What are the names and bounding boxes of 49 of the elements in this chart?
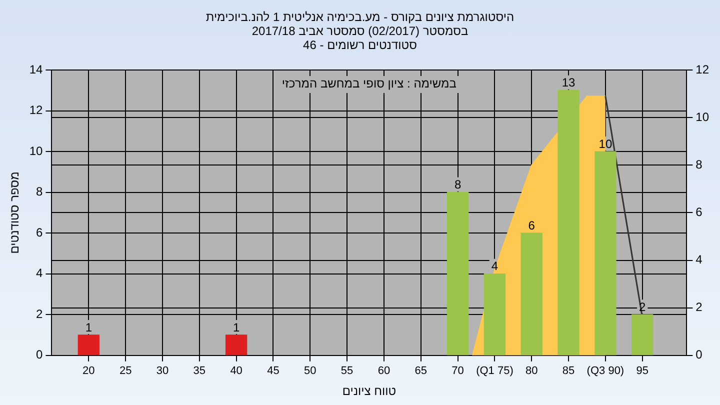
chart-subtitle: בסמסטר (02/2017) סמסטר אביב 2017/18 סטודנטים רשומים - 46 bbox=[250, 24, 470, 52]
data-label: 8 bbox=[454, 178, 462, 192]
data-label: 13 bbox=[562, 76, 576, 90]
bar bbox=[632, 314, 654, 356]
y-tick-label: 0 bbox=[36, 348, 44, 362]
bar bbox=[225, 334, 248, 356]
bar bbox=[446, 192, 469, 356]
x-tick-label: (Q1 75) bbox=[476, 365, 514, 378]
x-tick-label: 85 bbox=[562, 365, 575, 378]
y-tick-label: 8 bbox=[36, 184, 44, 199]
y2-tick-label: 4 bbox=[696, 252, 703, 267]
y2-tick-label: 0 bbox=[696, 348, 703, 362]
bar bbox=[484, 274, 506, 356]
x-tick-label: 20 bbox=[82, 365, 95, 378]
x-tick-label: 65 bbox=[414, 365, 428, 378]
x-tick-label: 70 bbox=[452, 365, 464, 378]
x-tick-label: 30 bbox=[156, 365, 169, 378]
x-tick-label: (Q3 90) bbox=[586, 365, 624, 378]
y2-tick-label: 8 bbox=[696, 157, 703, 172]
data-label: 1 bbox=[232, 320, 240, 334]
bar bbox=[594, 151, 616, 356]
y2-tick-label: 2 bbox=[696, 300, 703, 314]
x-tick-label: 55 bbox=[340, 365, 354, 378]
y-tick-label: 10 bbox=[29, 144, 44, 158]
bar bbox=[558, 90, 580, 356]
y2-tick-label: 10 bbox=[696, 110, 710, 124]
x-axis-title: טווח ציונים bbox=[342, 384, 396, 398]
chart-title: היסטוגרמת ציונים בקורס - מע.בכימיה אנליטית 1 להנ.ביוכימית bbox=[204, 10, 516, 24]
y2-tick-label: 12 bbox=[696, 62, 710, 76]
x-tick-label: 40 bbox=[230, 365, 242, 378]
bar bbox=[78, 334, 100, 356]
y-tick-label: 4 bbox=[36, 266, 44, 280]
x-tick-label: 80 bbox=[525, 365, 538, 378]
y-tick-label: 6 bbox=[36, 225, 44, 240]
y-axis-title: מספר סטודנטים bbox=[8, 172, 22, 254]
bar bbox=[520, 232, 542, 356]
annotation: במשימה : ציון סופי במחשב המרכזי bbox=[282, 76, 456, 90]
y-tick-label: 14 bbox=[29, 62, 44, 76]
x-tick-label: 45 bbox=[267, 365, 280, 378]
x-tick-label: 35 bbox=[193, 365, 206, 378]
y2-tick-label: 6 bbox=[696, 205, 703, 220]
x-tick-label: 95 bbox=[636, 365, 648, 378]
x-tick-label: 25 bbox=[119, 365, 132, 378]
x-tick-label: 60 bbox=[378, 365, 390, 378]
data-label: 1 bbox=[85, 320, 92, 334]
data-label: 6 bbox=[528, 218, 536, 232]
x-tick-label: 50 bbox=[304, 365, 316, 378]
y-tick-label: 12 bbox=[29, 103, 44, 118]
y-tick-label: 2 bbox=[36, 306, 44, 321]
